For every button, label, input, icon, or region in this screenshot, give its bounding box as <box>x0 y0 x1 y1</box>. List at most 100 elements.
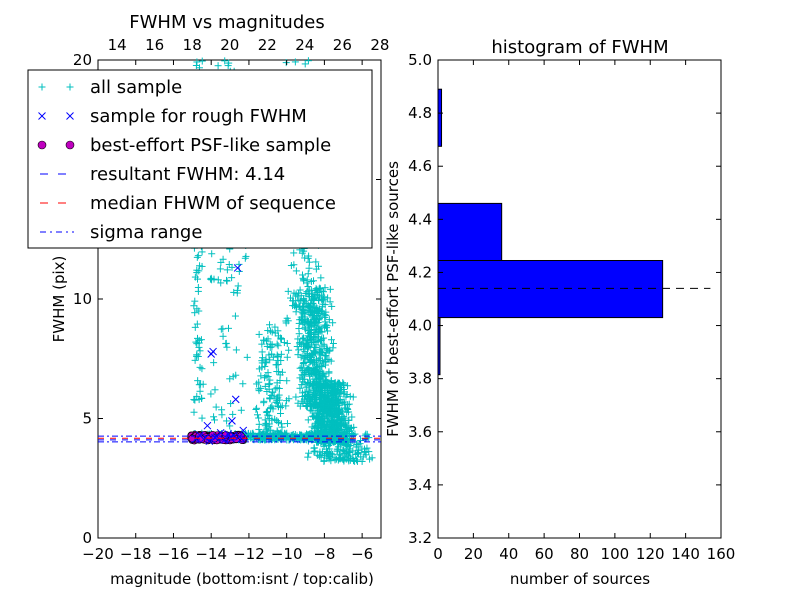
all-sample-point <box>346 432 354 440</box>
all-sample-point <box>275 396 283 404</box>
all-sample-point <box>328 386 336 394</box>
all-sample-point <box>308 349 316 357</box>
all-sample-point <box>324 294 332 302</box>
all-sample-point <box>276 371 284 379</box>
scatter-legend: all sample sample for rough FWHM best-ef… <box>27 69 373 249</box>
all-sample-point <box>263 342 271 350</box>
rough-sample-point <box>228 417 236 425</box>
all-sample-point <box>317 394 325 402</box>
all-sample-point <box>243 353 251 361</box>
all-sample-point <box>329 385 337 393</box>
all-sample-point <box>297 315 305 323</box>
all-sample-point <box>331 411 339 419</box>
all-sample-point <box>298 271 306 279</box>
all-sample-point <box>304 57 312 65</box>
all-sample-point <box>300 295 308 303</box>
all-sample-point <box>310 303 318 311</box>
all-sample-point <box>344 455 352 463</box>
all-sample-point <box>308 319 316 327</box>
all-sample-point <box>290 289 298 297</box>
histogram-y-tick-label: 3.8 <box>408 370 432 388</box>
all-sample-point <box>268 328 276 336</box>
all-sample-point <box>305 342 313 350</box>
all-sample-point <box>190 408 198 416</box>
all-sample-point <box>314 413 322 421</box>
all-sample-point <box>326 285 334 293</box>
rough-sample-point <box>231 395 240 404</box>
all-sample-point <box>334 379 342 387</box>
all-sample-point <box>334 410 342 418</box>
legend-circle-marker <box>65 140 75 150</box>
all-sample-point <box>303 337 311 345</box>
scatter-x-tick-label: −20 <box>82 545 114 563</box>
all-sample-point <box>300 334 308 342</box>
all-sample-point <box>253 404 261 412</box>
all-sample-point <box>300 395 308 403</box>
all-sample-point <box>317 351 325 359</box>
all-sample-point <box>345 408 353 416</box>
all-sample-point <box>271 323 279 331</box>
all-sample-point <box>225 324 233 332</box>
all-sample-point <box>230 288 238 296</box>
histogram-y-tick-label: 4.0 <box>408 317 432 335</box>
all-sample-point <box>195 307 203 315</box>
all-sample-point <box>346 424 354 432</box>
histogram-x-tick-label: 40 <box>499 545 518 563</box>
all-sample-point <box>295 346 303 354</box>
scatter-x-tick-label: −10 <box>271 545 303 563</box>
all-sample-point <box>285 346 293 354</box>
all-sample-point <box>193 352 201 360</box>
all-sample-point <box>318 418 326 426</box>
all-sample-point <box>325 369 333 377</box>
all-sample-point <box>307 300 315 308</box>
all-sample-point <box>301 392 309 400</box>
all-sample-point <box>310 401 318 409</box>
all-sample-point <box>283 397 291 405</box>
all-sample-point <box>292 292 300 300</box>
all-sample-point <box>299 274 307 282</box>
all-sample-point <box>323 389 331 397</box>
all-sample-point <box>262 408 270 416</box>
all-sample-point <box>307 277 315 285</box>
all-sample-point <box>297 353 305 361</box>
all-sample-point <box>274 429 282 437</box>
all-sample-point <box>266 327 274 335</box>
all-sample-point <box>265 422 273 430</box>
all-sample-point <box>277 420 285 428</box>
rough-sample-point <box>207 350 216 358</box>
all-sample-point <box>317 313 325 321</box>
all-sample-point <box>333 421 341 429</box>
all-sample-point <box>277 409 285 417</box>
scatter-y-tick-label: 0 <box>82 529 92 547</box>
all-sample-point <box>316 367 324 375</box>
all-sample-point <box>327 449 335 457</box>
all-sample-point <box>255 330 263 338</box>
all-sample-point <box>305 449 313 457</box>
histogram-bar <box>437 259 664 319</box>
all-sample-point <box>275 402 283 410</box>
all-sample-point <box>357 437 365 445</box>
scatter-top-x-tick-label: 18 <box>183 36 202 54</box>
all-sample-point <box>211 386 219 394</box>
all-sample-point <box>304 379 312 387</box>
rough-sample-point <box>239 426 248 435</box>
scatter-panel: FWHM vs magnitudes −20 −18 −16 −14 −12 −10 −8−… <box>27 12 389 588</box>
all-sample-point <box>273 351 281 359</box>
all-sample-point <box>319 429 327 437</box>
all-sample-point <box>329 397 337 405</box>
all-sample-point <box>292 308 300 316</box>
histogram-y-axis-label: FWHM of best-effort PSF-like sources <box>384 161 402 437</box>
all-sample-point <box>300 306 308 314</box>
all-sample-point <box>304 270 312 278</box>
all-sample-point <box>193 58 201 66</box>
all-sample-point <box>358 445 366 453</box>
all-sample-point <box>239 380 247 388</box>
all-sample-point <box>258 340 266 348</box>
all-sample-point <box>253 411 261 419</box>
all-sample-point <box>314 291 322 299</box>
all-sample-point <box>353 449 361 457</box>
all-sample-point <box>241 254 249 262</box>
scatter-top-x-tick-label: 14 <box>108 36 127 54</box>
all-sample-point <box>318 430 326 438</box>
